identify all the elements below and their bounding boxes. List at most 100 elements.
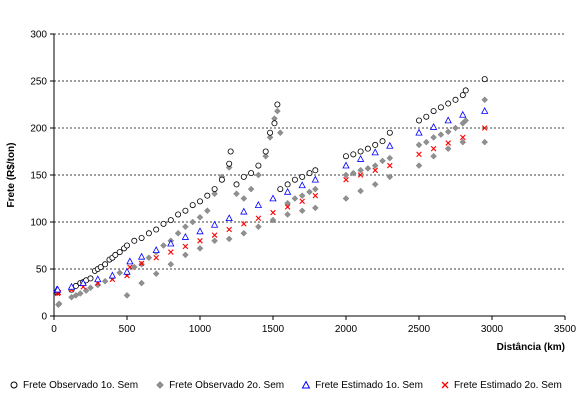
data-point [350,169,357,177]
data-point [430,108,437,115]
data-point [444,116,452,124]
data-point [386,129,393,136]
y-tick-label: 200 [30,124,47,135]
data-point [76,290,84,297]
data-point [284,181,291,188]
data-point [462,117,470,124]
data-point [87,284,94,292]
data-point [197,238,203,244]
data-point [299,173,306,180]
data-point [343,176,349,183]
data-point [481,125,488,131]
data-point [270,209,276,216]
data-point [423,138,430,146]
data-point [211,190,218,198]
data-point [291,176,298,183]
data-point [269,194,277,202]
data-point [372,141,379,148]
data-point [364,145,371,152]
data-point [415,141,423,149]
data-point [211,232,218,238]
x-tick-label: 1500 [262,324,285,335]
data-point [174,229,182,237]
data-point [312,192,319,199]
data-point [262,148,269,155]
data-point [430,134,437,141]
data-point [481,107,489,114]
x-tick-label: 3000 [481,324,504,335]
data-point [356,154,365,162]
data-point [312,185,319,193]
legend-label: Frete Observado 1o. Sem [23,379,139,391]
data-point [233,190,240,198]
data-point [67,282,76,290]
legend-item-estimado-2: Frete Estimado 2o. Sem [439,379,562,391]
data-point [415,162,423,169]
data-point [371,148,379,156]
legend-item-estimado-1: Frete Estimado 1o. Sem [300,379,423,391]
data-point [255,171,262,179]
data-point [357,167,364,174]
data-point [342,195,350,202]
data-point [82,287,90,294]
data-point [108,271,117,279]
data-point [153,254,159,261]
data-point [204,207,211,215]
data-point [445,100,452,107]
data-point [189,218,196,226]
x-marker-icon [441,381,449,389]
data-point [350,151,357,158]
data-point [240,229,248,237]
data-point [274,101,281,108]
data-point [247,185,255,193]
circle-open-marker-icon [10,381,18,389]
data-point [481,138,488,146]
data-point [271,120,278,127]
data-point [72,282,79,289]
data-point [255,215,262,222]
data-point [226,160,233,167]
data-point [312,204,319,212]
triangle-open-marker-icon [301,380,311,389]
data-point [371,162,379,169]
data-point [291,195,299,202]
data-point [462,87,469,94]
data-point [102,261,109,268]
x-tick-label: 500 [119,324,136,335]
data-point [182,207,189,214]
data-point [241,221,247,227]
data-point [240,195,248,202]
legend: Frete Observado 1o. Sem Frete Observado … [8,376,584,394]
y-tick-label: 50 [36,265,48,276]
data-point [379,157,386,165]
data-point [152,246,160,254]
data-point [415,128,423,136]
data-point [437,104,444,111]
data-point [386,141,394,149]
data-point [460,134,466,141]
data-point [342,171,350,179]
x-tick-label: 2000 [335,324,358,335]
data-point [210,220,219,228]
data-point [182,251,189,259]
data-point [167,261,175,268]
data-point [445,140,451,146]
gridlines [54,33,565,270]
data-point [481,96,488,104]
legend-label: Frete Estimado 1o. Sem [315,379,423,391]
data-point [429,123,438,130]
data-point [240,173,247,180]
data-point [298,207,306,215]
data-point [131,263,138,271]
data-point [79,279,87,286]
data-point [196,227,204,235]
data-point [101,277,109,285]
legend-label: Frete Estimado 2o. Sem [453,379,562,391]
data-point [423,113,430,120]
data-point [94,281,102,289]
data-point [152,270,160,277]
data-point [226,226,232,233]
x-tick-label: 1000 [189,324,212,335]
